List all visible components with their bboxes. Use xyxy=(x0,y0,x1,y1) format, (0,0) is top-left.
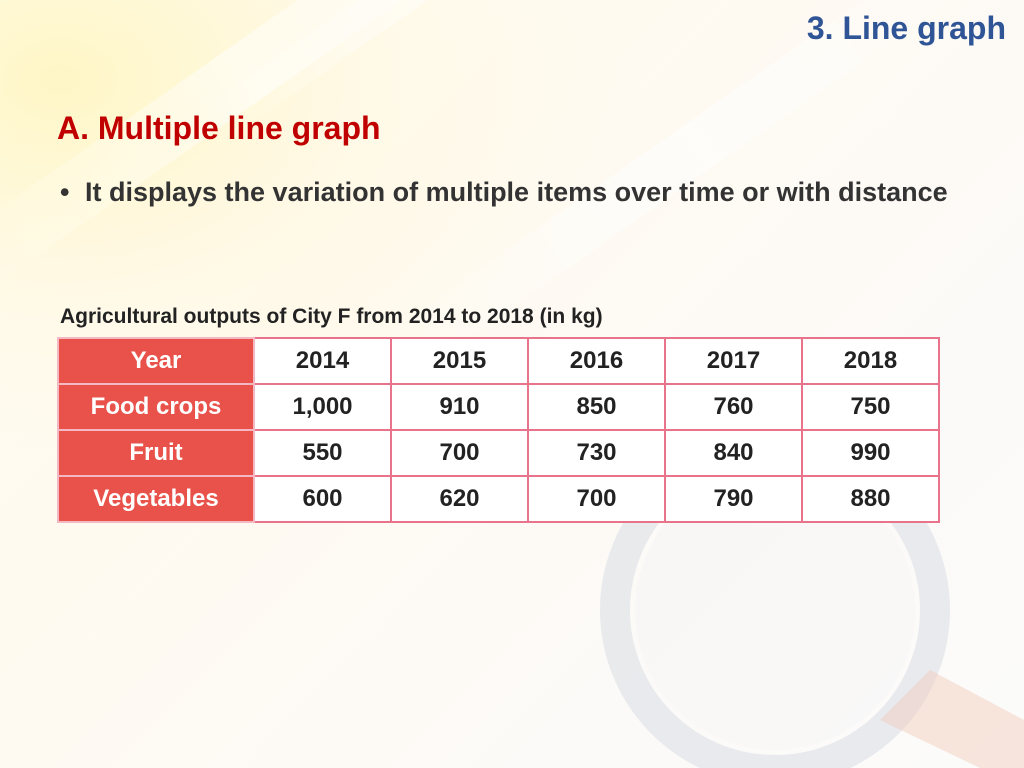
year-cell: 2014 xyxy=(253,337,392,385)
table-cell: 750 xyxy=(801,383,940,431)
table-cell: 990 xyxy=(801,429,940,477)
light-streak-decoration xyxy=(0,0,554,296)
bullet-point: • It displays the variation of multiple … xyxy=(60,174,950,210)
table-cell: 760 xyxy=(664,383,803,431)
table-cell: 620 xyxy=(390,475,529,523)
table-cell: 840 xyxy=(664,429,803,477)
table-cell: 790 xyxy=(664,475,803,523)
table-cell: 850 xyxy=(527,383,666,431)
slide-heading: 3. Line graph xyxy=(806,10,1006,46)
bullet-icon: • xyxy=(60,177,70,207)
data-table: Year 2014 2015 2016 2017 2018 Food crops… xyxy=(57,337,940,523)
table-cell: 730 xyxy=(527,429,666,477)
table-cell: 700 xyxy=(390,429,529,477)
year-cell: 2018 xyxy=(801,337,940,385)
table-header-row: Year 2014 2015 2016 2017 2018 xyxy=(57,337,940,385)
table-cell: 600 xyxy=(253,475,392,523)
table-caption: Agricultural outputs of City F from 2014… xyxy=(60,305,603,328)
table-cell: 910 xyxy=(390,383,529,431)
year-cell: 2017 xyxy=(664,337,803,385)
row-header-cell: Vegetables xyxy=(57,475,255,523)
year-cell: 2015 xyxy=(390,337,529,385)
table-row: Fruit 550 700 730 840 990 xyxy=(57,429,940,477)
table-row: Vegetables 600 620 700 790 880 xyxy=(57,475,940,523)
table-row: Food crops 1,000 910 850 760 750 xyxy=(57,383,940,431)
row-header-cell: Year xyxy=(57,337,255,385)
row-header-cell: Fruit xyxy=(57,429,255,477)
table-cell: 880 xyxy=(801,475,940,523)
bullet-text: It displays the variation of multiple it… xyxy=(85,177,948,207)
table-cell: 1,000 xyxy=(253,383,392,431)
year-cell: 2016 xyxy=(527,337,666,385)
section-title: A. Multiple line graph xyxy=(57,110,381,146)
row-header-cell: Food crops xyxy=(57,383,255,431)
table-cell: 700 xyxy=(527,475,666,523)
table-cell: 550 xyxy=(253,429,392,477)
